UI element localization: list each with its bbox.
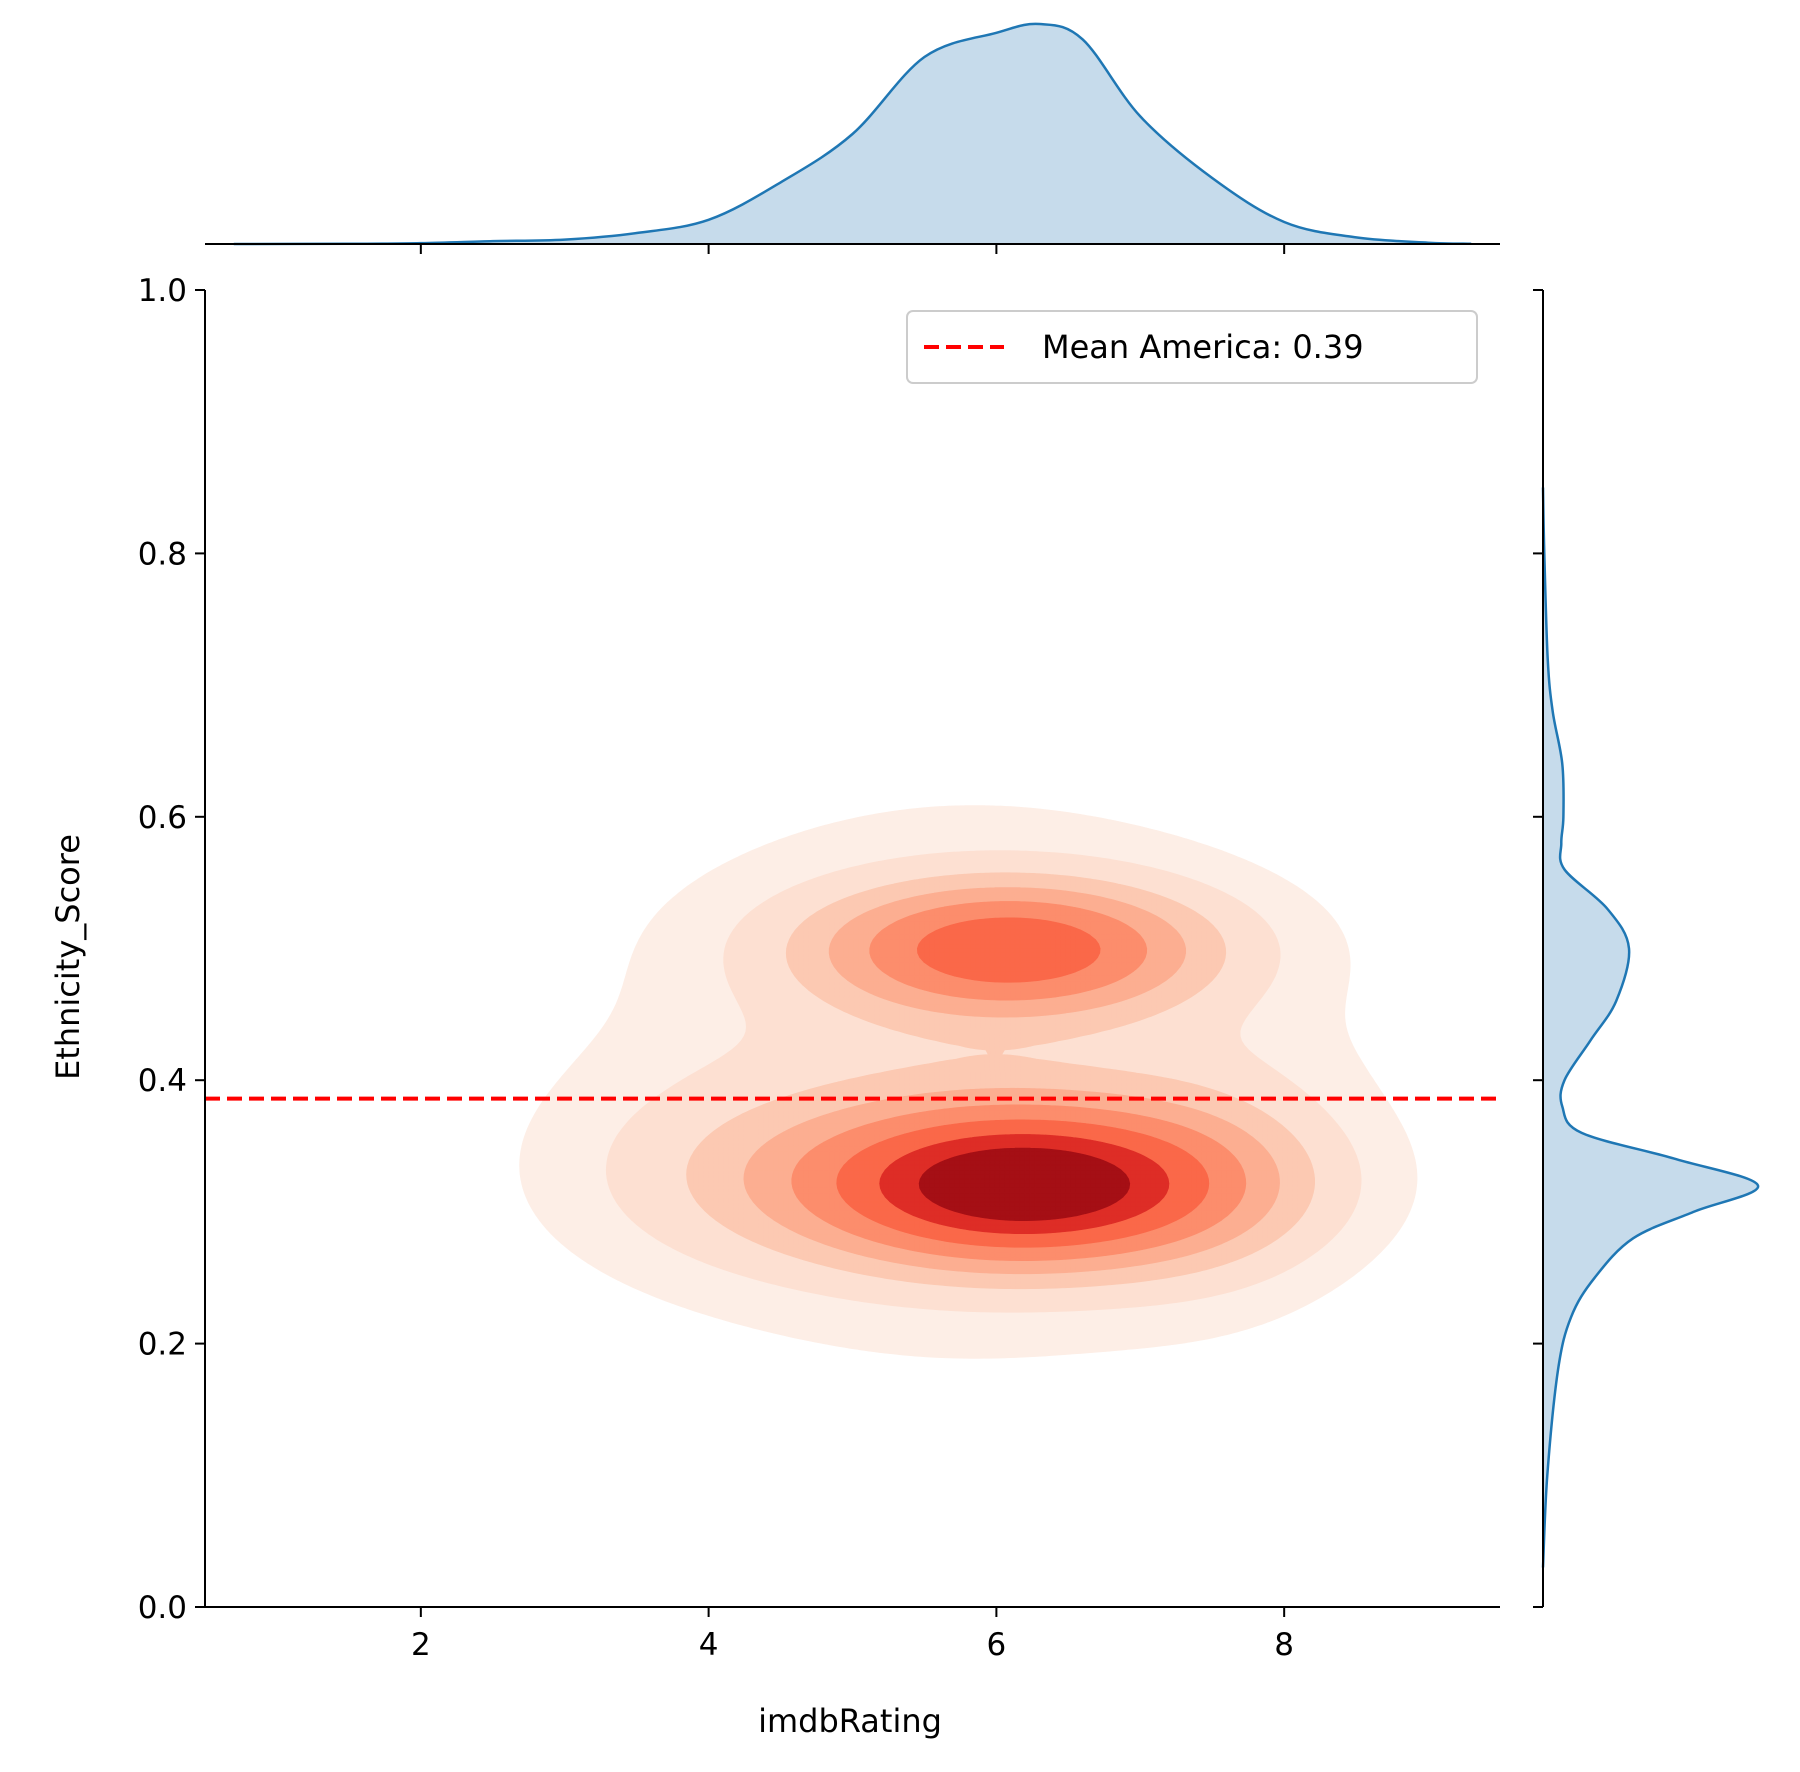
y-tick-label-3: 0.6 — [138, 800, 187, 836]
x-tick-label-8: 8 — [1274, 1627, 1294, 1663]
right-marginal — [1533, 289, 1760, 1608]
main-axes: 2 4 6 8 0.0 0.2 0.4 0.6 0.8 1.0 — [138, 273, 1500, 1663]
x-tick-label-2: 2 — [411, 1627, 431, 1663]
right-marginal-fill — [1543, 487, 1759, 1568]
x-tick-label-6: 6 — [987, 1627, 1007, 1663]
y-tick-label-5: 1.0 — [138, 273, 187, 309]
y-tick-label-0: 0.0 — [138, 1590, 187, 1626]
x-tick-label-4: 4 — [699, 1627, 719, 1663]
top-marginal-curve — [233, 22, 1472, 246]
kde-contours — [519, 805, 1418, 1359]
y-tick-label-4: 0.8 — [138, 536, 187, 572]
x-axis-label: imdbRating — [758, 1702, 942, 1740]
top-marginal-fill — [233, 23, 1472, 245]
legend: Mean America: 0.39 — [906, 310, 1478, 384]
y-axis-label: Ethnicity_Score — [49, 834, 87, 1080]
kde-contour-level-8 — [918, 1147, 1131, 1222]
legend-label: Mean America: 0.39 — [1042, 328, 1364, 366]
top-marginal — [205, 22, 1500, 254]
legend-box — [906, 310, 1478, 384]
right-marginal-curve — [1541, 487, 1760, 1568]
y-tick-label-2: 0.4 — [138, 1063, 187, 1099]
y-tick-label-1: 0.2 — [138, 1327, 187, 1363]
